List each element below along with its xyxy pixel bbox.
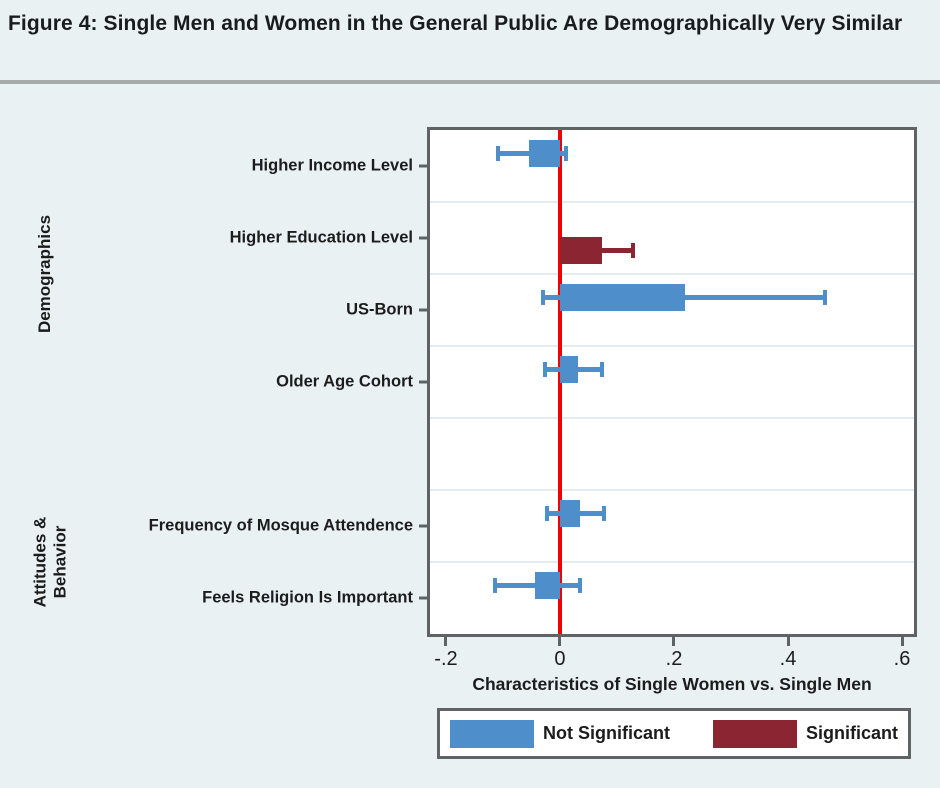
coef-bar [559,283,686,311]
x-tick-label: .2 [665,648,683,670]
title-divider [0,80,940,84]
ci-cap-high [601,505,606,521]
x-tick-mark [558,637,562,646]
x-tick-mark [900,637,904,646]
x-tick-label: .4 [779,648,797,670]
group-label-demographics: Demographics [35,214,55,334]
coef-bar [559,499,580,527]
category-label: Older Age Cohort [276,372,413,391]
category-tick-mark [419,524,427,528]
ci-cap-high [630,242,635,258]
coef-bar [559,355,579,383]
ci-cap-low [545,505,550,521]
coef-bar [559,236,602,264]
ci-cap-high [577,577,582,593]
x-tick-label: -.2 [434,648,458,670]
ci-cap-high [563,145,568,161]
plot-border [427,127,917,637]
category-tick-mark [419,236,427,240]
group-label-attitudes-behavior: Attitudes & Behavior [30,516,69,608]
x-axis-label: Characteristics of Single Women vs. Sing… [472,674,872,694]
x-tick-mark [444,637,448,646]
gridline [430,273,914,275]
x-tick-label: 0 [554,648,566,670]
ci-cap-low [540,289,545,305]
ci-whisker [570,247,633,253]
category-tick-mark [419,596,427,600]
gridline [430,345,914,347]
legend-label-not-significant: Not Significant [543,723,670,743]
category-label: Frequency of Mosque Attendence [148,516,413,535]
ci-cap-low [543,361,548,377]
x-tick-label: .6 [893,648,911,670]
legend-swatch-not-significant [450,719,534,748]
gridline [430,417,914,419]
category-tick-mark [419,380,427,384]
category-tick-mark [419,164,427,168]
ci-cap-low [496,145,501,161]
gridline [430,489,914,491]
page-title: Figure 4: Single Men and Women in the Ge… [8,12,903,35]
legend-swatch-significant [712,719,797,748]
category-label: Feels Religion Is Important [202,588,413,607]
legend-label-significant: Significant [805,723,898,743]
ci-cap-high [599,361,604,377]
x-tick-mark [786,637,790,646]
category-label: Higher Income Level [251,156,413,175]
legend-box: Not Significant Significant [437,708,911,759]
x-tick-mark [672,637,676,646]
ci-cap-low [492,577,497,593]
gridline [430,201,914,203]
coef-bar [528,139,560,167]
category-label: US-Born [346,300,413,319]
gridline [430,561,914,563]
coef-bar [534,571,560,599]
category-tick-mark [419,308,427,312]
ci-cap-high [823,289,828,305]
category-label: Higher Education Level [229,228,413,247]
